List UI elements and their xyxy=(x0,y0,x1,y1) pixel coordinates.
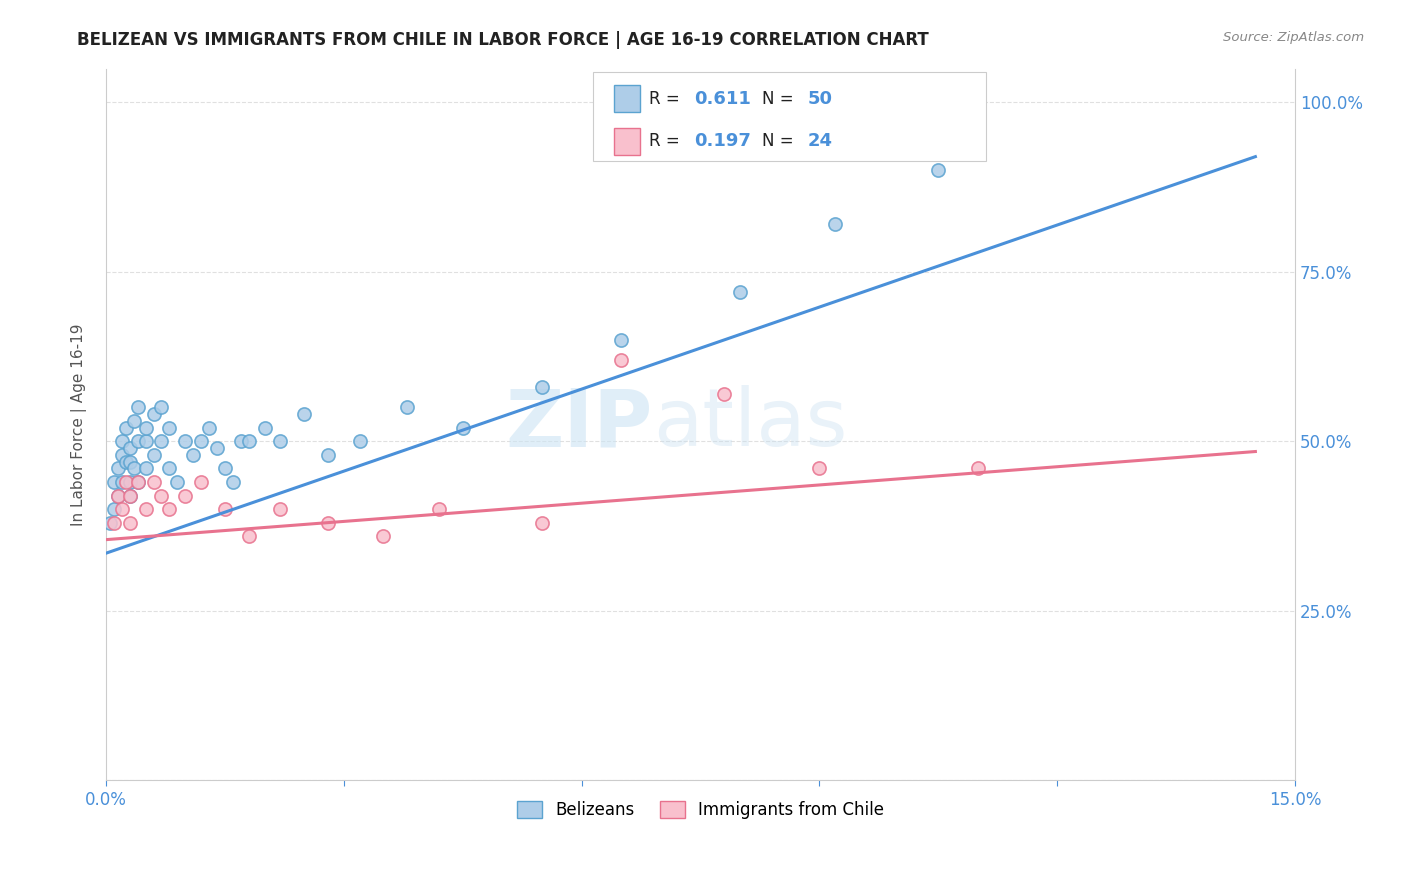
Point xyxy=(451,421,474,435)
Point xyxy=(238,529,260,543)
Point xyxy=(808,461,831,475)
Point xyxy=(174,489,197,503)
Point xyxy=(107,489,129,503)
Text: atlas: atlas xyxy=(652,385,848,464)
Point xyxy=(967,461,990,475)
Point xyxy=(122,414,145,428)
Text: N =: N = xyxy=(762,132,799,150)
Point xyxy=(111,502,134,516)
Bar xyxy=(613,85,640,112)
Point xyxy=(205,441,228,455)
Point xyxy=(373,529,395,543)
Point xyxy=(269,434,291,449)
Point xyxy=(135,461,157,475)
Point xyxy=(157,421,180,435)
Point xyxy=(98,516,121,530)
Point xyxy=(824,218,846,232)
Point xyxy=(111,434,134,449)
Point xyxy=(114,475,136,489)
Text: R =: R = xyxy=(650,89,685,108)
Point xyxy=(238,434,260,449)
Text: ZIP: ZIP xyxy=(506,385,652,464)
Point xyxy=(610,353,633,368)
Point xyxy=(127,401,149,415)
Text: 50: 50 xyxy=(807,89,832,108)
Point xyxy=(530,516,553,530)
Point xyxy=(181,448,204,462)
Point xyxy=(118,489,141,503)
Point xyxy=(222,475,245,489)
Point xyxy=(114,421,136,435)
Point xyxy=(135,502,157,516)
Point xyxy=(214,502,236,516)
Point xyxy=(157,502,180,516)
Point xyxy=(127,475,149,489)
Point xyxy=(103,502,125,516)
Point xyxy=(190,434,212,449)
Point xyxy=(229,434,252,449)
Point xyxy=(166,475,188,489)
Point xyxy=(142,407,165,421)
Point xyxy=(111,448,134,462)
Point xyxy=(927,163,949,178)
Point xyxy=(292,407,315,421)
Point xyxy=(253,421,276,435)
Point xyxy=(118,455,141,469)
Text: 0.611: 0.611 xyxy=(695,89,751,108)
Point xyxy=(118,489,141,503)
Point xyxy=(103,475,125,489)
Point xyxy=(118,516,141,530)
Point xyxy=(214,461,236,475)
Point xyxy=(142,448,165,462)
Bar xyxy=(613,128,640,154)
Point xyxy=(269,502,291,516)
FancyBboxPatch shape xyxy=(593,72,986,161)
Point xyxy=(316,448,339,462)
Point xyxy=(127,475,149,489)
Point xyxy=(122,461,145,475)
Point xyxy=(610,333,633,347)
Point xyxy=(530,380,553,394)
Point xyxy=(713,387,735,401)
Point xyxy=(135,421,157,435)
Legend: Belizeans, Immigrants from Chile: Belizeans, Immigrants from Chile xyxy=(510,794,890,825)
Point xyxy=(103,516,125,530)
Point xyxy=(118,441,141,455)
Point xyxy=(198,421,221,435)
Point xyxy=(107,489,129,503)
Point xyxy=(190,475,212,489)
Point xyxy=(135,434,157,449)
Point xyxy=(114,455,136,469)
Point xyxy=(316,516,339,530)
Point xyxy=(349,434,371,449)
Point xyxy=(150,489,173,503)
Y-axis label: In Labor Force | Age 16-19: In Labor Force | Age 16-19 xyxy=(72,323,87,525)
Point xyxy=(142,475,165,489)
Point xyxy=(111,475,134,489)
Point xyxy=(174,434,197,449)
Text: BELIZEAN VS IMMIGRANTS FROM CHILE IN LABOR FORCE | AGE 16-19 CORRELATION CHART: BELIZEAN VS IMMIGRANTS FROM CHILE IN LAB… xyxy=(77,31,929,49)
Point xyxy=(118,475,141,489)
Text: N =: N = xyxy=(762,89,799,108)
Point xyxy=(150,401,173,415)
Text: R =: R = xyxy=(650,132,685,150)
Point xyxy=(427,502,450,516)
Point xyxy=(728,285,751,300)
Text: Source: ZipAtlas.com: Source: ZipAtlas.com xyxy=(1223,31,1364,45)
Text: 24: 24 xyxy=(807,132,832,150)
Text: 0.197: 0.197 xyxy=(695,132,751,150)
Point xyxy=(396,401,419,415)
Point xyxy=(150,434,173,449)
Point xyxy=(127,434,149,449)
Point xyxy=(157,461,180,475)
Point xyxy=(107,461,129,475)
